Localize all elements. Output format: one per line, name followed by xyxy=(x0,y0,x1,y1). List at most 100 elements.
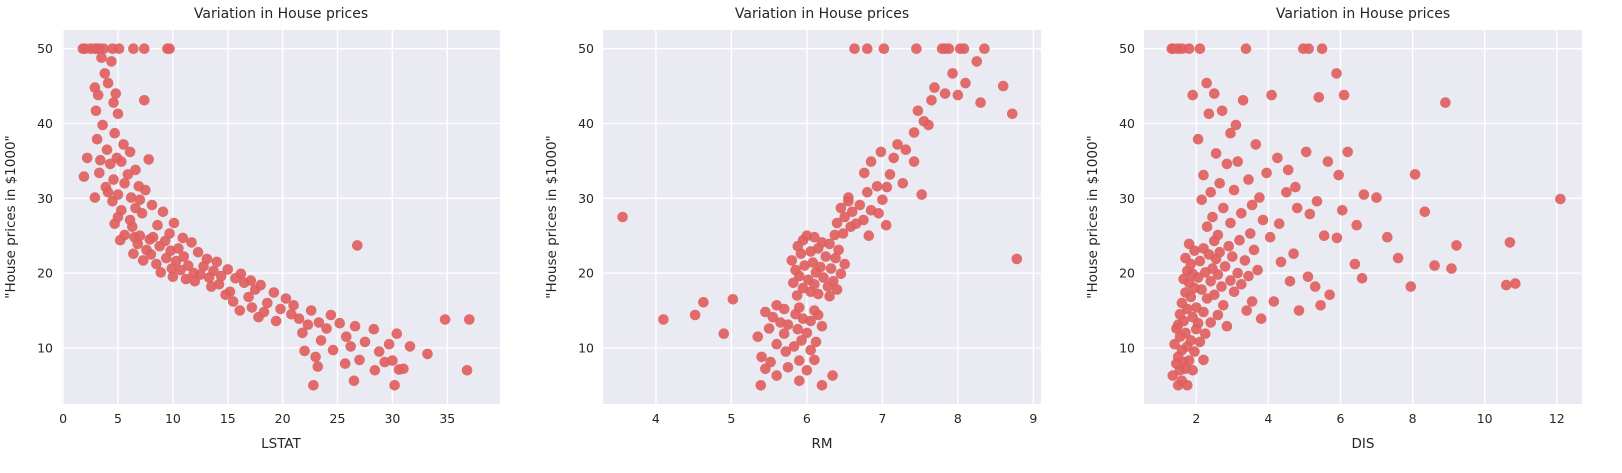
scatter-plot-rm-vs-price: 4 5 6 7 8 9 10 20 30 40 50 Variation in House pric… xyxy=(544,6,1041,452)
y-tick-label: 50 xyxy=(578,41,594,56)
scatter-point xyxy=(794,375,805,387)
scatter-point xyxy=(760,306,771,318)
scatter-point xyxy=(1219,261,1231,272)
scatter-point xyxy=(383,338,395,350)
scatter-point xyxy=(192,246,204,258)
scatter-point xyxy=(971,56,983,67)
scatter-point xyxy=(327,344,339,356)
scatter-point xyxy=(1246,199,1258,211)
scatter-point xyxy=(1198,306,1209,318)
scatter-point xyxy=(91,133,103,145)
scatter-point xyxy=(293,313,305,325)
scatter-point xyxy=(1221,158,1233,170)
scatter-point xyxy=(1392,252,1404,264)
y-tick-label: 50 xyxy=(1119,41,1135,56)
scatter-point xyxy=(234,305,246,316)
scatter-point xyxy=(1371,192,1382,203)
scatter-point xyxy=(796,335,807,346)
scatter-point xyxy=(1011,253,1023,265)
scatter-point xyxy=(1236,279,1247,290)
scatter-point xyxy=(389,380,400,391)
scatter-point xyxy=(1192,133,1204,145)
scatter-point xyxy=(177,232,189,244)
scatter-point xyxy=(825,263,837,274)
scatter-point xyxy=(975,97,986,108)
scatter-point xyxy=(780,346,792,357)
scatter-point xyxy=(1200,328,1211,340)
scatter-point xyxy=(979,43,990,54)
scatter-point xyxy=(939,88,951,99)
chart-title: Variation in House prices xyxy=(735,6,909,22)
y-tick-label: 40 xyxy=(1119,116,1135,131)
x-axis-label: DIS xyxy=(1352,436,1375,452)
scatter-point xyxy=(1218,202,1229,214)
scatter-point xyxy=(809,231,820,243)
y-axis-label: "House prices in $1000" xyxy=(3,135,19,298)
scatter-point xyxy=(782,362,794,373)
scatter-point xyxy=(222,264,234,275)
scatter-point xyxy=(1196,194,1207,206)
scatter-point xyxy=(900,144,912,155)
scatter-point xyxy=(908,156,920,167)
scatter-point xyxy=(1240,43,1252,54)
scatter-point xyxy=(1216,281,1227,292)
scatter-point xyxy=(843,196,854,207)
scatter-point xyxy=(1338,89,1350,101)
scatter-point xyxy=(102,77,114,89)
scatter-point xyxy=(805,315,816,327)
scatter-point xyxy=(136,208,148,219)
scatter-point xyxy=(839,258,850,270)
scatter-point xyxy=(369,365,381,376)
y-tick-label: 30 xyxy=(1119,191,1135,206)
scatter-point xyxy=(1201,293,1213,304)
scatter-point xyxy=(1232,156,1243,167)
scatter-point xyxy=(175,264,186,276)
scatter-point xyxy=(831,217,843,229)
scatter-point xyxy=(108,174,119,185)
scatter-point xyxy=(1203,108,1215,120)
plot-area xyxy=(603,30,1041,404)
scatter-point xyxy=(1349,258,1361,270)
scatter-point xyxy=(354,354,365,366)
scatter-point xyxy=(1214,178,1225,189)
scatter-point xyxy=(831,284,843,295)
scatter-point xyxy=(118,139,129,150)
scatter-point xyxy=(786,255,798,266)
scatter-point xyxy=(90,105,102,117)
scatter-point xyxy=(873,208,884,219)
scatter-point xyxy=(186,237,197,248)
scatter-point xyxy=(464,314,475,325)
scatter-point xyxy=(1183,43,1195,54)
scatter-point xyxy=(211,256,223,268)
scatter-point xyxy=(154,240,165,252)
scatter-point xyxy=(1185,291,1197,303)
scatter-point xyxy=(805,344,816,356)
scatter-point xyxy=(863,230,875,241)
scatter-point xyxy=(929,82,940,93)
x-tick-label: 7 xyxy=(878,411,886,426)
scatter-point xyxy=(270,315,282,327)
scatter-point xyxy=(911,43,922,54)
scatter-point xyxy=(134,194,146,206)
scatter-point xyxy=(845,221,856,232)
scatter-point xyxy=(1351,219,1362,231)
scatter-point xyxy=(795,248,807,259)
scatter-point xyxy=(1212,269,1224,280)
scatter-point xyxy=(1501,279,1512,291)
scatter-point xyxy=(1194,336,1206,348)
scatter-point xyxy=(881,181,893,193)
scatter-point xyxy=(1382,231,1393,243)
y-tick-label: 50 xyxy=(37,41,53,56)
scatter-point xyxy=(1223,240,1234,252)
scatter-point xyxy=(1187,365,1198,376)
scatter-point xyxy=(1243,270,1254,282)
scatter-point xyxy=(308,380,319,391)
scatter-point xyxy=(253,311,264,323)
scatter-point xyxy=(125,192,137,203)
scatter-point xyxy=(422,348,433,360)
scatter-point xyxy=(926,95,937,106)
scatter-point xyxy=(168,217,180,229)
scatter-point xyxy=(439,314,451,325)
scatter-point xyxy=(1429,260,1440,271)
scatter-point xyxy=(1189,245,1200,256)
